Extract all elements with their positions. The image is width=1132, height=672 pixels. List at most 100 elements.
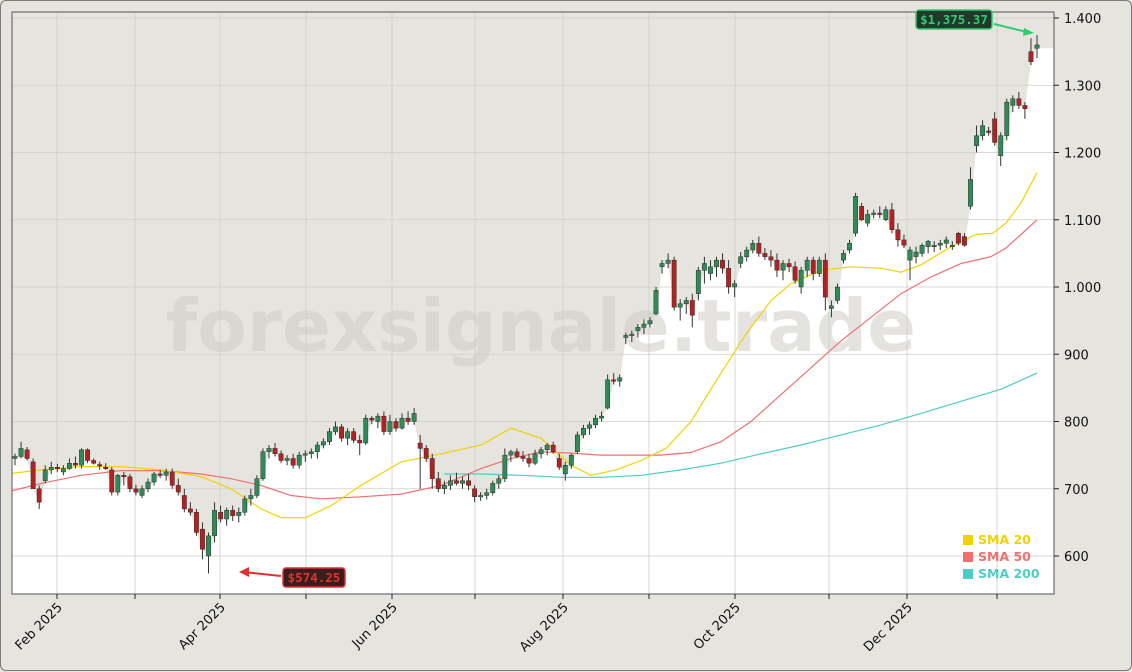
candle <box>296 454 302 466</box>
candle <box>720 259 725 269</box>
candle <box>744 249 750 257</box>
candle <box>460 480 465 484</box>
candle <box>145 481 151 489</box>
candle <box>556 458 562 468</box>
candle <box>411 413 417 422</box>
candle <box>54 467 60 469</box>
x-tick-label: Oct 2025 <box>691 600 744 653</box>
candle <box>272 448 278 454</box>
candle <box>889 209 895 231</box>
candle <box>520 456 526 459</box>
candle <box>750 243 756 251</box>
candle <box>200 528 205 550</box>
candle <box>169 471 175 486</box>
legend-label-sma50: SMA 50 <box>978 549 1031 564</box>
candle <box>937 243 943 246</box>
candle <box>714 259 719 268</box>
candle <box>514 451 520 457</box>
candle <box>683 300 689 305</box>
candle <box>448 480 453 486</box>
candle <box>617 377 623 382</box>
candle <box>405 417 411 422</box>
candle <box>980 125 985 136</box>
y-tick-label: 1.100 <box>1064 214 1101 229</box>
candle <box>1016 98 1022 106</box>
candle <box>236 512 242 516</box>
candle <box>901 239 907 246</box>
y-tick-label: 800 <box>1064 416 1089 431</box>
candle <box>647 320 653 325</box>
candle <box>538 449 544 454</box>
candle <box>677 303 683 308</box>
candle <box>792 266 798 281</box>
x-tick-label: Jun 2025 <box>349 600 401 652</box>
candle <box>847 243 852 251</box>
high-price-label: $1,375.37 <box>920 12 988 27</box>
candle <box>575 434 580 452</box>
candle <box>103 467 109 469</box>
candle <box>665 259 671 264</box>
candle <box>375 415 381 422</box>
candle <box>393 421 399 429</box>
candle <box>466 480 471 486</box>
candle <box>913 251 919 257</box>
sma-20-line <box>12 172 1038 519</box>
candle <box>992 118 998 143</box>
candle <box>302 453 308 456</box>
candle <box>127 476 133 489</box>
sma-50-line <box>12 219 1038 500</box>
candle <box>381 415 387 432</box>
candle <box>369 417 375 421</box>
y-tick-label: 1.300 <box>1064 79 1101 94</box>
legend-label-sma200: SMA 200 <box>978 566 1040 581</box>
candle <box>260 451 266 479</box>
candle <box>91 460 97 464</box>
x-axis: Feb 2025 Apr 2025 Jun 2025 Aug 2025 Oct 2025… <box>13 594 998 655</box>
candle <box>42 469 48 481</box>
candle <box>895 229 901 241</box>
legend-swatch-sma50 <box>963 552 973 562</box>
candle <box>490 483 496 493</box>
candle <box>399 417 405 429</box>
candle <box>24 449 30 459</box>
candle <box>871 212 877 215</box>
candle <box>611 379 617 382</box>
candle <box>67 462 72 469</box>
candle <box>859 206 865 220</box>
candle <box>605 379 611 409</box>
candle <box>429 458 435 479</box>
candle <box>308 451 314 454</box>
candle <box>925 241 931 247</box>
candle <box>454 480 459 484</box>
candle <box>883 209 889 220</box>
candle <box>726 267 731 288</box>
candle <box>290 458 296 466</box>
low-arrow-icon <box>243 571 282 577</box>
candle <box>635 327 641 331</box>
candle <box>877 212 883 215</box>
legend-swatch-sma200 <box>963 569 973 579</box>
candle <box>962 236 967 246</box>
candle <box>18 448 24 457</box>
candle <box>653 290 659 315</box>
candle <box>919 245 925 254</box>
candle <box>786 263 792 268</box>
candle <box>738 256 744 264</box>
candle <box>865 214 871 224</box>
candle <box>314 444 320 452</box>
candle <box>224 510 230 520</box>
high-arrowhead-icon <box>1023 28 1034 36</box>
low-arrowhead-icon <box>239 567 249 577</box>
grid-lines <box>12 12 1054 594</box>
candle <box>218 512 224 520</box>
candle <box>423 448 429 459</box>
candle <box>798 269 804 288</box>
candle <box>230 510 236 516</box>
candle <box>363 417 369 444</box>
candle <box>641 323 647 328</box>
candle <box>351 431 357 441</box>
candle <box>599 415 604 419</box>
candle <box>689 300 695 316</box>
candle <box>115 475 121 493</box>
